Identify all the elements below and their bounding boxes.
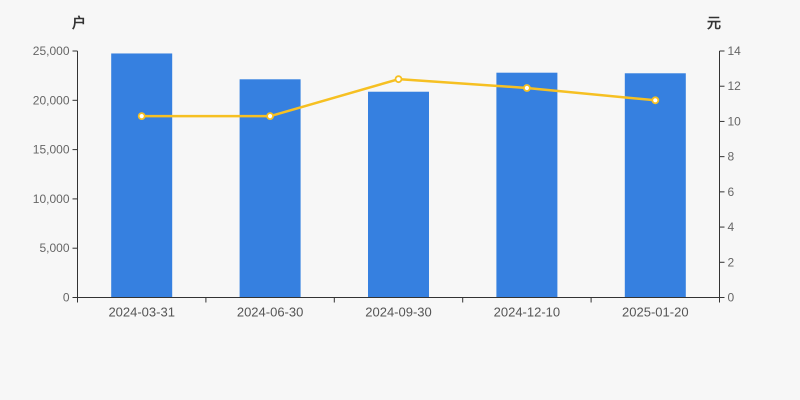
line-data-point	[137, 112, 146, 121]
left-axis-unit-label: 户	[72, 15, 86, 31]
left-axis-tick-label: 10,000	[33, 192, 70, 206]
right-axis-tick-label: 12	[728, 79, 742, 93]
left-axis-tick-label: 25,000	[33, 44, 70, 58]
x-axis-category-label: 2024-12-10	[494, 305, 561, 320]
right-axis-tick-label: 4	[728, 220, 735, 234]
line-data-point	[266, 112, 275, 121]
right-axis-unit-label: 元	[707, 15, 721, 31]
right-axis-tick-label: 10	[728, 114, 742, 128]
right-axis-tick-label: 6	[728, 185, 735, 199]
right-axis-tick-label: 0	[728, 291, 735, 305]
left-axis-tick-label: 15,000	[33, 143, 70, 157]
bar	[111, 53, 173, 298]
line-data-point	[394, 75, 403, 84]
left-axis-tick-label: 0	[63, 291, 70, 305]
right-axis-tick-label: 8	[728, 150, 735, 164]
line-data-point	[523, 84, 531, 92]
x-axis-category-label: 2024-09-30	[365, 305, 432, 320]
right-axis-tick-label: 2	[728, 255, 735, 269]
left-axis-tick-label: 5,000	[39, 241, 69, 255]
x-axis-category-label: 2025-01-20	[622, 305, 689, 320]
line-data-point	[651, 96, 660, 105]
right-axis-tick-label: 14	[728, 44, 742, 58]
x-axis-category-label: 2024-03-31	[108, 305, 175, 320]
x-axis-category-label: 2024-06-30	[237, 305, 304, 320]
bar	[496, 72, 558, 298]
bar	[239, 79, 301, 298]
bar	[368, 91, 429, 298]
bar	[624, 73, 686, 298]
left-axis-tick-label: 20,000	[33, 93, 70, 107]
